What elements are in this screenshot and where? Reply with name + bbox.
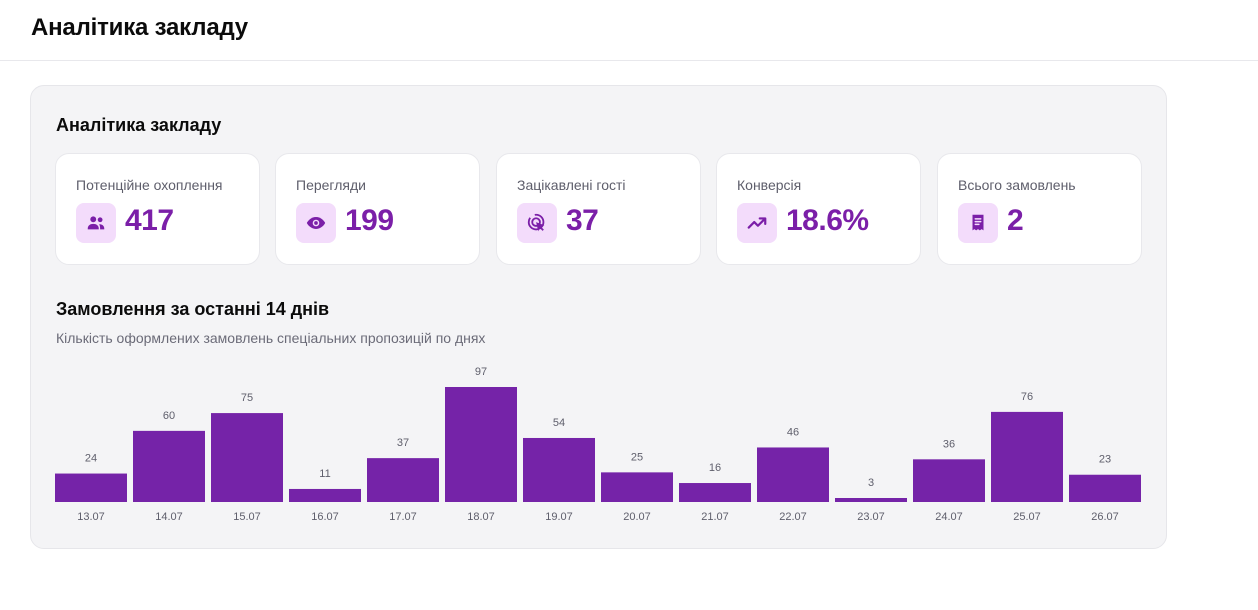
top-bar: Аналітика закладу <box>0 0 1258 61</box>
bar-value-label: 97 <box>475 366 487 378</box>
stat-card-conversion: Конверсія 18.6% <box>716 153 921 265</box>
x-tick-label: 23.07 <box>857 511 885 523</box>
chart-bar <box>133 430 205 502</box>
stat-label: Конверсія <box>737 177 802 193</box>
x-tick-label: 19.07 <box>545 511 573 523</box>
receipt-icon <box>958 203 998 243</box>
bar-value-label: 54 <box>553 417 565 429</box>
chart-subtitle: Кількість оформлених замовлень спеціальн… <box>56 330 486 346</box>
x-tick-label: 18.07 <box>467 511 495 523</box>
eye-icon <box>296 203 336 243</box>
bar-value-label: 11 <box>319 468 330 480</box>
x-tick-label: 25.07 <box>1013 511 1041 523</box>
bar-value-label: 60 <box>163 410 175 422</box>
bar-value-label: 46 <box>787 426 799 438</box>
trending-up-icon <box>737 203 777 243</box>
analytics-panel: Аналітика закладу Потенційне охоплення 4… <box>30 85 1167 549</box>
chart-bar <box>289 488 361 502</box>
page-title: Аналітика закладу <box>31 14 248 41</box>
stat-card-interested: Зацікавлені гості 37 <box>496 153 701 265</box>
users-icon <box>76 203 116 243</box>
stat-card-views: Перегляди 199 <box>275 153 480 265</box>
chart-bar <box>211 413 283 502</box>
bar-value-label: 76 <box>1021 391 1033 403</box>
stat-value: 199 <box>345 204 394 237</box>
stat-value: 417 <box>125 204 174 237</box>
chart-bar <box>445 387 517 502</box>
panel-title: Аналітика закладу <box>56 115 222 135</box>
bar-value-label: 3 <box>868 477 874 489</box>
chart-bar <box>601 472 673 502</box>
stat-value: 37 <box>566 204 599 237</box>
bar-value-label: 24 <box>85 453 97 465</box>
chart-bar <box>913 459 985 502</box>
chart-title: Замовлення за останні 14 днів <box>56 299 330 319</box>
bar-value-label: 36 <box>943 438 955 450</box>
chart-bar <box>1069 474 1141 502</box>
stat-label: Всього замовлень <box>958 177 1076 193</box>
chart-bar <box>835 498 907 502</box>
x-tick-label: 24.07 <box>935 511 963 523</box>
x-tick-label: 15.07 <box>233 511 261 523</box>
stat-card-orders: Всього замовлень 2 <box>937 153 1142 265</box>
stat-label: Потенційне охоплення <box>76 177 223 193</box>
bar-value-label: 23 <box>1099 454 1111 466</box>
chart-bar <box>367 458 439 502</box>
chart-bar <box>679 483 751 502</box>
bar-value-label: 37 <box>397 437 409 449</box>
x-tick-label: 21.07 <box>701 511 729 523</box>
chart-canvas: 24 13.07 60 14.07 75 15.07 11 16.07 37 17.07 97 18.… <box>55 366 1141 523</box>
stat-label: Зацікавлені гості <box>517 177 626 193</box>
chart-bar <box>55 473 127 502</box>
bar-value-label: 25 <box>631 451 643 463</box>
cursor-click-icon <box>517 203 557 243</box>
chart-bar <box>757 447 829 502</box>
x-tick-label: 13.07 <box>77 511 105 523</box>
bar-value-label: 16 <box>709 462 721 474</box>
bar-value-label: 75 <box>241 392 253 404</box>
x-tick-label: 16.07 <box>311 511 339 523</box>
chart-bar <box>991 411 1063 502</box>
x-tick-label: 22.07 <box>779 511 807 523</box>
orders-bar-chart: 24 13.07 60 14.07 75 15.07 11 16.07 37 17.07 97 18.… <box>55 356 1143 526</box>
stat-value: 18.6% <box>786 204 869 237</box>
stat-label: Перегляди <box>296 177 366 193</box>
x-tick-label: 20.07 <box>623 511 651 523</box>
stat-card-reach: Потенційне охоплення 417 <box>55 153 260 265</box>
x-tick-label: 17.07 <box>389 511 417 523</box>
x-tick-label: 26.07 <box>1091 511 1119 523</box>
x-tick-label: 14.07 <box>155 511 183 523</box>
stat-value: 2 <box>1007 204 1024 237</box>
chart-bar <box>523 437 595 502</box>
